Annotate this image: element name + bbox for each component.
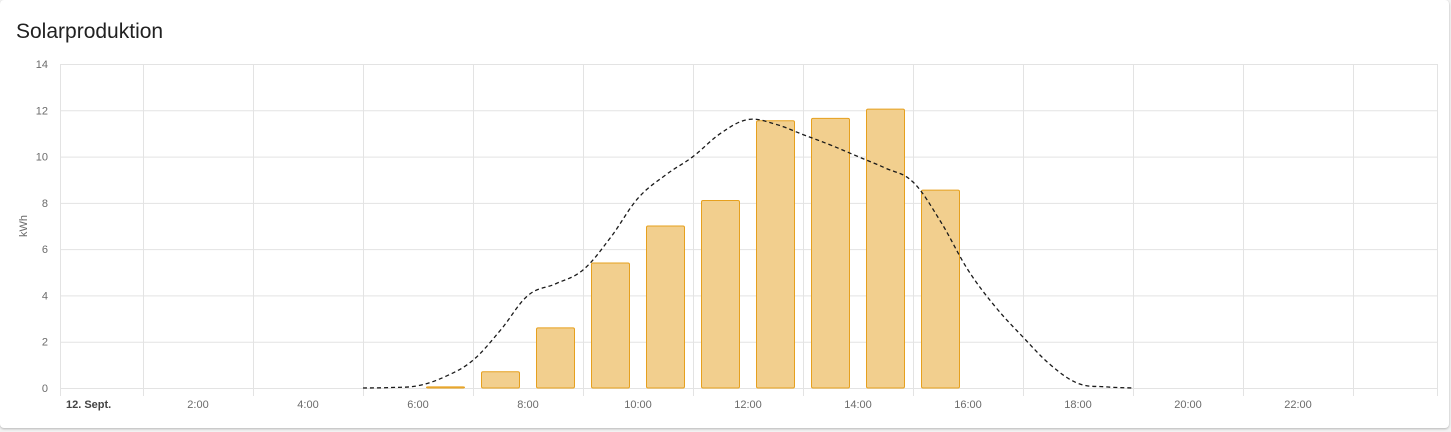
production-bar: [536, 327, 575, 389]
y-tick-label: 0: [42, 383, 48, 395]
y-axis-title: kWh: [18, 215, 30, 237]
y-tick-label: 2: [42, 337, 48, 349]
production-bar: [701, 200, 740, 389]
forecast-dashed-line: [362, 118, 1134, 389]
x-tick-label: 20:00: [1174, 399, 1202, 411]
y-tick-label: 10: [36, 152, 48, 164]
production-bar: [866, 108, 905, 389]
x-tick-label: 22:00: [1284, 399, 1312, 411]
x-tick-label: 2:00: [187, 399, 208, 411]
y-tick-label: 14: [36, 59, 48, 71]
production-bar: [426, 386, 465, 389]
card-title: Solarproduktion: [16, 20, 164, 43]
x-tick-label: 12. Sept.: [66, 399, 111, 411]
production-bar: [591, 262, 630, 389]
production-bar: [921, 189, 960, 389]
axis-labels-layer: 0 2 4 6 8 10 12 14 12. Sept. 2:00 4:00 6:00 8:00 10:0…: [18, 59, 1312, 411]
x-tick-label: 14:00: [844, 399, 872, 411]
x-tick-label: 12:00: [734, 399, 762, 411]
y-tick-label: 4: [42, 290, 48, 302]
y-tick-label: 8: [42, 198, 48, 210]
x-tick-label: 16:00: [954, 399, 982, 411]
x-tick-label: 4:00: [297, 399, 318, 411]
grid-layer: [60, 64, 1438, 396]
x-tick-label: 10:00: [624, 399, 652, 411]
y-tick-label: 6: [42, 244, 48, 256]
production-bar: [811, 117, 850, 389]
x-tick-label: 18:00: [1064, 399, 1092, 411]
production-bar: [646, 225, 685, 389]
production-bar: [481, 371, 520, 389]
x-tick-label: 6:00: [407, 399, 428, 411]
bar-layer: [426, 108, 960, 389]
x-tick-label: 8:00: [517, 399, 538, 411]
production-bar: [756, 120, 795, 389]
y-tick-label: 12: [36, 105, 48, 117]
forecast-line-layer: [362, 118, 1134, 389]
